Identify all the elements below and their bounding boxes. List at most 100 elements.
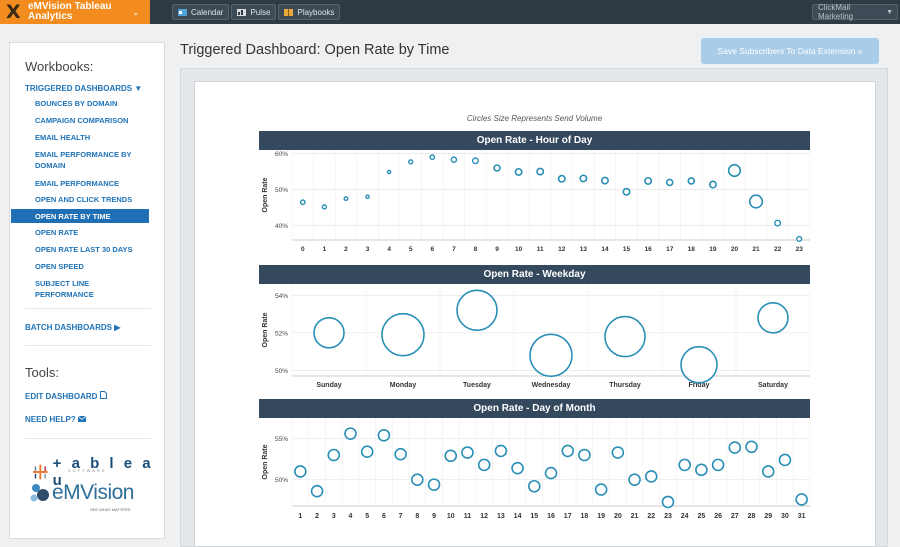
sidebar-item-open-speed[interactable]: OPEN SPEED xyxy=(35,262,84,271)
chevron-down-icon: ▼ xyxy=(886,8,893,16)
sidebar-item-open-and-click-trends[interactable]: OPEN AND CLICK TRENDS xyxy=(35,195,133,204)
x-tick-label: 26 xyxy=(714,513,722,520)
data-point-4 xyxy=(386,169,392,175)
data-point-17 xyxy=(561,444,575,458)
x-tick-label: 7 xyxy=(399,513,403,520)
sidebar-item-open-rate-by-time[interactable]: OPEN RATE BY TIME xyxy=(35,212,111,221)
playbooks-button[interactable]: Playbooks xyxy=(278,4,341,20)
x-tick-label: 8 xyxy=(474,246,478,253)
x-tick-label: 24 xyxy=(681,513,689,520)
tableau-cross-icon xyxy=(32,464,48,480)
divider xyxy=(25,345,151,346)
data-point-1 xyxy=(321,204,328,210)
tableau-logo: + a b l e a u SOFTWARE xyxy=(32,455,164,489)
sidebar-item-bounces-by-domain[interactable]: BOUNCES BY DOMAIN xyxy=(35,99,118,108)
x-tick-label: 13 xyxy=(497,513,505,520)
top-bar: X eMVision Tableau Analytics ⌄ Calendar P… xyxy=(0,0,900,24)
triggered-dashboards-toggle[interactable]: TRIGGERED DASHBOARDS ▼ xyxy=(25,84,142,93)
x-tick-label: 28 xyxy=(748,513,756,520)
x-tick-label: 9 xyxy=(495,246,499,253)
pulse-button[interactable]: Pulse xyxy=(231,4,277,20)
data-point-13 xyxy=(579,174,588,183)
data-point-29 xyxy=(761,465,775,478)
data-point-sunday xyxy=(313,317,345,349)
save-subscribers-button[interactable]: Save Subscribers To Data Extension » xyxy=(701,38,879,64)
chart-weekday: 54% 52% 50% Open Rate Sunday Monday Tuesday Wed… xyxy=(262,284,811,389)
x-tick-label: 6 xyxy=(430,246,434,253)
sidebar-item-open-rate[interactable]: OPEN RATE xyxy=(35,228,79,237)
x-tick-label: 13 xyxy=(580,246,588,253)
x-tick-label: 31 xyxy=(798,513,806,520)
y-tick-label: 50% xyxy=(275,477,288,484)
x-tick-label: 6 xyxy=(382,513,386,520)
divider xyxy=(25,308,151,309)
x-tick-label: 0 xyxy=(301,246,305,253)
x-tick-label: 16 xyxy=(645,246,653,253)
batch-dashboards-toggle[interactable]: BATCH DASHBOARDS ▶ xyxy=(25,323,120,332)
data-point-7 xyxy=(394,447,407,461)
data-point-31 xyxy=(795,493,808,506)
data-point-0 xyxy=(299,199,306,206)
need-help-link[interactable]: NEED HELP? xyxy=(25,415,87,424)
x-tick-label: 2 xyxy=(344,246,348,253)
calendar-icon xyxy=(178,8,187,16)
x-tick-label: 12 xyxy=(480,513,488,520)
workbooks-heading: Workbooks: xyxy=(25,59,94,74)
y-tick-label: 55% xyxy=(275,436,288,443)
tableau-wordmark: + a b l e a u xyxy=(52,455,154,489)
x-tick-label: 3 xyxy=(332,513,336,520)
data-point-13 xyxy=(494,444,508,458)
edit-dashboard-link[interactable]: EDIT DASHBOARD xyxy=(25,391,107,401)
sidebar-item-email-health[interactable]: EMAIL HEALTH xyxy=(35,133,91,142)
data-point-20 xyxy=(727,163,742,178)
envelope-icon xyxy=(77,415,87,422)
x-tick-label: 14 xyxy=(514,513,522,520)
x-tick-label: 4 xyxy=(349,513,353,520)
data-point-22 xyxy=(774,219,782,227)
data-point-8 xyxy=(471,157,479,165)
data-point-6 xyxy=(377,428,391,442)
page-title: Triggered Dashboard: Open Rate by Time xyxy=(180,42,450,58)
sidebar-item-open-rate-last-30-days[interactable]: OPEN RATE LAST 30 DAYS xyxy=(35,245,133,254)
x-tick-label: 3 xyxy=(366,246,370,253)
app-switcher[interactable]: X eMVision Tableau Analytics ⌄ xyxy=(0,0,150,24)
sidebar: Workbooks: TRIGGERED DASHBOARDS ▼ BOUNCE… xyxy=(9,42,165,539)
x-tick-label: 18 xyxy=(688,246,696,253)
caret-down-icon: ▼ xyxy=(134,84,143,93)
batch-dashboards-label: BATCH DASHBOARDS xyxy=(25,323,112,332)
sidebar-item-email-performance-by-domain[interactable]: EMAIL PERFORMANCE BY DOMAIN xyxy=(35,150,132,170)
data-point-6 xyxy=(429,154,436,161)
sidebar-active-highlight xyxy=(11,209,149,223)
x-tick-label: 15 xyxy=(530,513,538,520)
sidebar-item-campaign-comparison[interactable]: CAMPAIGN COMPARISON xyxy=(35,116,129,125)
data-point-9 xyxy=(493,164,501,172)
x-tick-label: Thursday xyxy=(609,382,641,389)
client-selector[interactable]: ClickMail Marketing ▼ xyxy=(812,3,898,21)
data-point-12 xyxy=(557,174,566,183)
circle-size-note: Circles Size Represents Send Volume xyxy=(466,114,603,123)
y-tick-label: 50% xyxy=(275,368,288,375)
data-point-11 xyxy=(536,167,545,176)
tableau-subtext: SOFTWARE xyxy=(68,468,107,473)
data-point-18 xyxy=(687,177,696,185)
calendar-button[interactable]: Calendar xyxy=(172,4,230,20)
data-point-21 xyxy=(628,473,641,486)
data-point-28 xyxy=(745,440,758,454)
data-point-8 xyxy=(411,473,424,486)
data-point-friday xyxy=(680,345,718,384)
x-tick-label: 20 xyxy=(731,246,739,253)
sidebar-item-email-performance[interactable]: EMAIL PERFORMANCE xyxy=(35,179,120,188)
x-tick-label: 16 xyxy=(547,513,555,520)
x-tick-label: 11 xyxy=(464,513,472,520)
data-point-12 xyxy=(477,458,491,472)
data-point-17 xyxy=(665,178,674,187)
x-tick-label: 19 xyxy=(597,513,605,520)
x-tick-label: 17 xyxy=(564,513,572,520)
x-tick-label: 21 xyxy=(752,246,760,253)
sidebar-item-subject-line-performance[interactable]: SUBJECT LINE PERFORMANCE xyxy=(35,279,94,299)
data-point-monday xyxy=(381,312,425,357)
data-point-tuesday xyxy=(456,289,498,332)
data-point-10 xyxy=(444,449,458,463)
data-point-16 xyxy=(544,466,558,480)
